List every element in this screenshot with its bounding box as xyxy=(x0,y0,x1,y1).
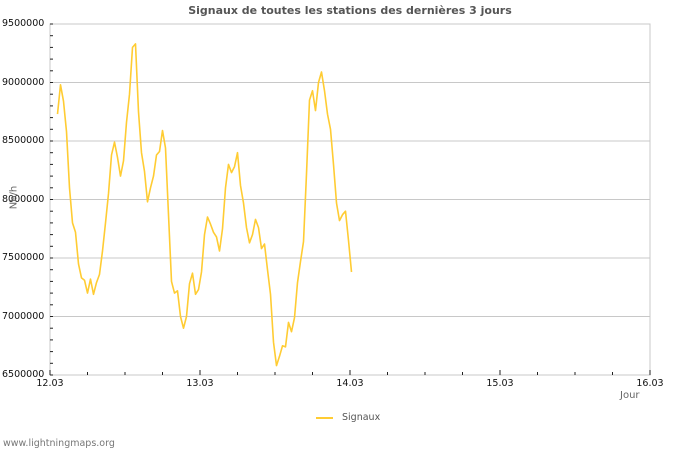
y-tick-label: 6500000 xyxy=(2,369,45,380)
series-line-signaux xyxy=(56,43,353,367)
footer-credit: www.lightningmaps.org xyxy=(3,438,115,449)
legend-swatch-signaux xyxy=(316,416,333,419)
x-tick-label: 12.03 xyxy=(36,378,64,389)
y-tick-label: 7500000 xyxy=(2,252,45,263)
axis-ticks xyxy=(49,23,651,376)
x-tick-label: 14.03 xyxy=(336,378,364,389)
chart-title: Signaux de toutes les stations des derni… xyxy=(188,4,512,17)
x-axis-title: Jour xyxy=(620,390,640,401)
y-tick-label: 8500000 xyxy=(2,135,45,146)
gridlines xyxy=(50,23,650,376)
legend: Signaux xyxy=(316,412,380,423)
y-tick-label: 9500000 xyxy=(2,18,45,29)
x-tick-label: 13.03 xyxy=(186,378,214,389)
legend-label-signaux: Signaux xyxy=(342,412,381,423)
y-tick-label: 9000000 xyxy=(2,76,45,88)
x-tick-label: 15.03 xyxy=(486,378,514,389)
x-tick-label: 16.03 xyxy=(636,378,664,389)
y-tick-label: 8000000 xyxy=(2,193,45,205)
y-tick-label: 7000000 xyxy=(2,310,45,322)
y-axis-title: Nb/h xyxy=(8,185,20,210)
